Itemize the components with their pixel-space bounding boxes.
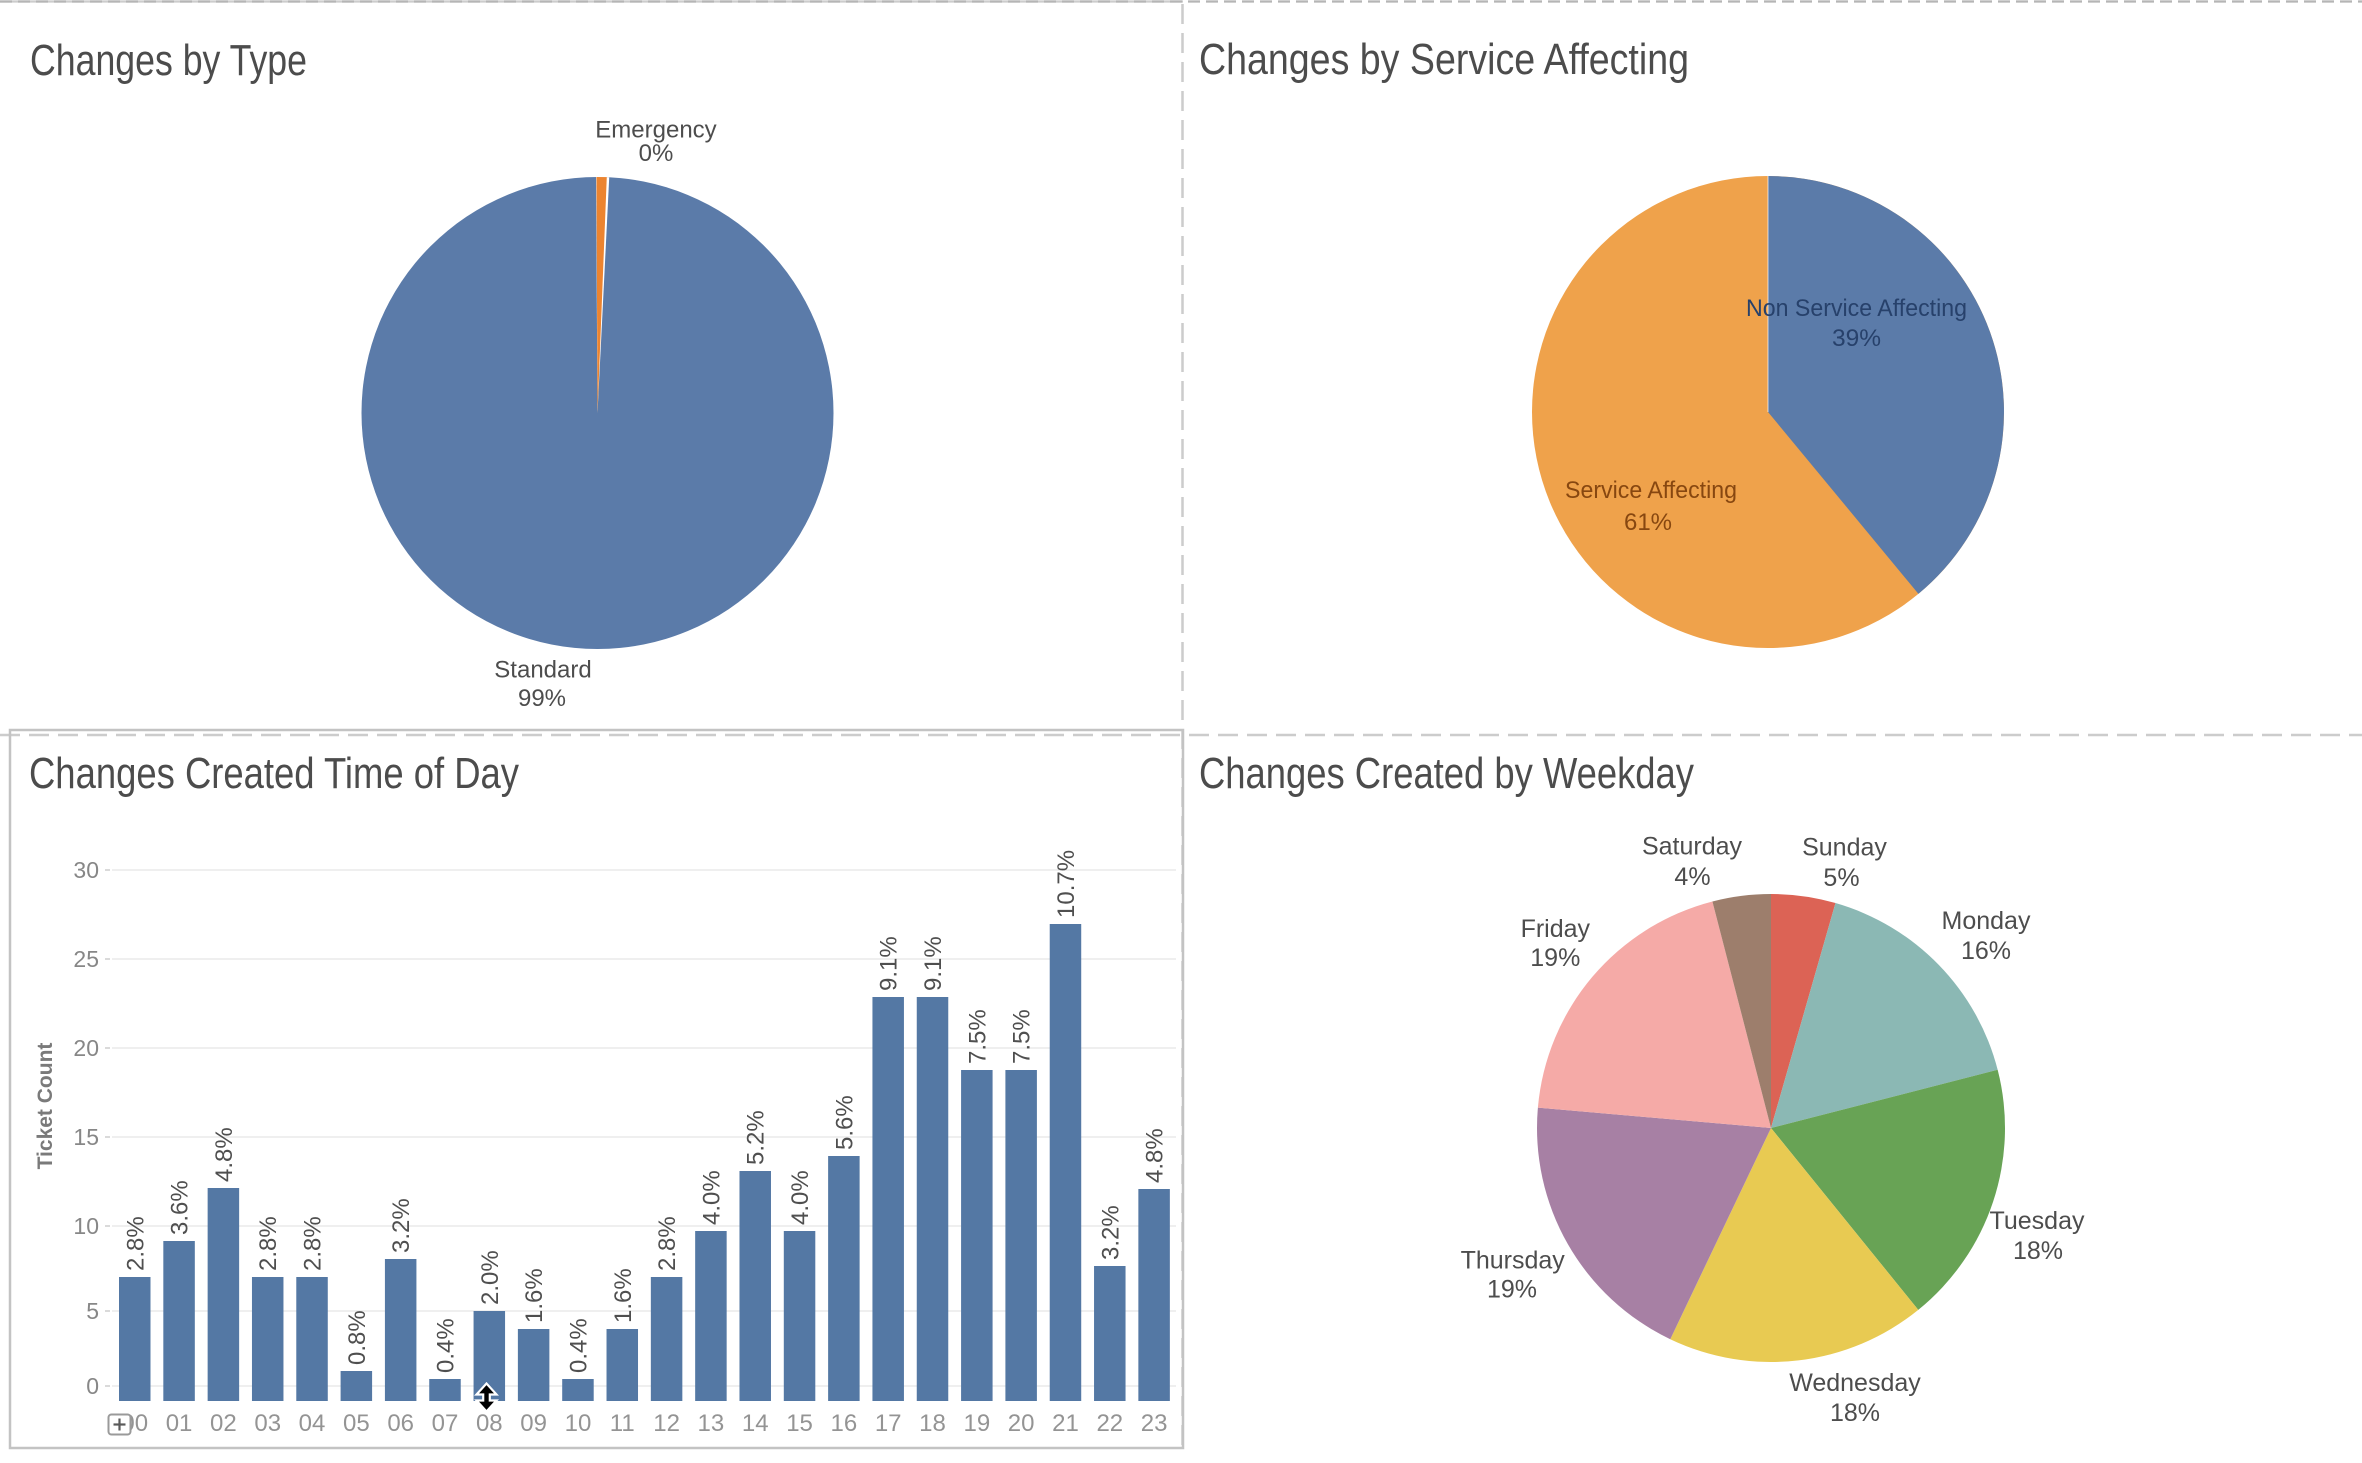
svg-text:21: 21 [1052, 1410, 1079, 1437]
svg-text:15: 15 [73, 1124, 99, 1150]
svg-text:0.4%: 0.4% [565, 1318, 592, 1373]
svg-text:10: 10 [73, 1213, 99, 1239]
svg-text:0.8%: 0.8% [344, 1310, 371, 1365]
svg-text:7.5%: 7.5% [964, 1009, 991, 1064]
svg-text:9.1%: 9.1% [920, 936, 947, 991]
svg-text:4%: 4% [1674, 863, 1710, 891]
svg-text:0.4%: 0.4% [432, 1318, 459, 1373]
svg-text:2.0%: 2.0% [477, 1250, 504, 1305]
svg-text:02: 02 [210, 1410, 237, 1437]
svg-text:4.8%: 4.8% [211, 1127, 238, 1182]
svg-text:Changes by Service Affecting: Changes by Service Affecting [1199, 35, 1689, 84]
svg-text:19: 19 [963, 1410, 990, 1437]
svg-text:4.0%: 4.0% [787, 1170, 814, 1225]
svg-text:16%: 16% [1961, 937, 2011, 965]
svg-text:09: 09 [520, 1410, 547, 1437]
svg-text:Standard: Standard [494, 657, 591, 684]
svg-text:18: 18 [919, 1410, 946, 1437]
svg-text:1.6%: 1.6% [521, 1268, 548, 1323]
svg-text:0%: 0% [639, 140, 674, 167]
svg-text:39%: 39% [1832, 325, 1881, 352]
svg-text:2.8%: 2.8% [122, 1216, 149, 1271]
svg-text:18%: 18% [2013, 1237, 2063, 1265]
svg-text:10: 10 [565, 1410, 592, 1437]
svg-text:19%: 19% [1530, 944, 1580, 972]
svg-text:Emergency: Emergency [595, 117, 716, 144]
svg-text:4.8%: 4.8% [1142, 1128, 1169, 1183]
svg-text:61%: 61% [1624, 509, 1672, 536]
svg-text:5%: 5% [1823, 864, 1859, 892]
svg-text:15: 15 [786, 1410, 813, 1437]
svg-text:22: 22 [1096, 1410, 1123, 1437]
svg-text:4.0%: 4.0% [698, 1170, 725, 1225]
svg-text:23: 23 [1141, 1410, 1168, 1437]
svg-text:16: 16 [831, 1410, 858, 1437]
svg-text:18%: 18% [1830, 1399, 1880, 1427]
svg-text:07: 07 [432, 1410, 459, 1437]
svg-text:14: 14 [742, 1410, 769, 1437]
svg-text:03: 03 [254, 1410, 281, 1437]
svg-text:01: 01 [166, 1410, 193, 1437]
svg-text:Service Affecting: Service Affecting [1565, 477, 1737, 504]
svg-text:Changes Created Time of Day: Changes Created Time of Day [29, 749, 519, 798]
svg-text:5: 5 [86, 1298, 99, 1324]
svg-text:Ticket Count: Ticket Count [34, 1043, 57, 1170]
svg-text:0: 0 [86, 1373, 99, 1399]
svg-text:10.7%: 10.7% [1053, 850, 1080, 918]
svg-text:5.6%: 5.6% [831, 1095, 858, 1150]
svg-text:Sunday: Sunday [1802, 834, 1887, 862]
svg-text:12: 12 [653, 1410, 680, 1437]
svg-text:Monday: Monday [1942, 907, 2031, 935]
svg-text:11: 11 [610, 1410, 635, 1437]
svg-text:Saturday: Saturday [1642, 833, 1743, 861]
svg-text:Tuesday: Tuesday [1990, 1207, 2085, 1235]
svg-text:04: 04 [299, 1410, 326, 1437]
svg-text:3.2%: 3.2% [388, 1198, 415, 1253]
svg-text:5.2%: 5.2% [743, 1110, 770, 1165]
svg-text:19%: 19% [1487, 1276, 1537, 1304]
svg-text:1.6%: 1.6% [610, 1268, 637, 1323]
svg-text:20: 20 [73, 1035, 99, 1061]
svg-text:17: 17 [875, 1410, 902, 1437]
svg-text:Changes by Type: Changes by Type [30, 36, 307, 85]
svg-text:25: 25 [73, 946, 99, 972]
svg-text:3.6%: 3.6% [167, 1180, 194, 1235]
svg-text:7.5%: 7.5% [1009, 1009, 1036, 1064]
svg-text:08: 08 [476, 1410, 503, 1437]
svg-text:2.8%: 2.8% [255, 1216, 282, 1271]
svg-text:20: 20 [1008, 1410, 1035, 1437]
svg-text:Wednesday: Wednesday [1789, 1369, 1921, 1397]
svg-text:06: 06 [387, 1410, 414, 1437]
svg-text:2.8%: 2.8% [654, 1216, 681, 1271]
svg-text:2.8%: 2.8% [300, 1216, 327, 1271]
svg-text:Thursday: Thursday [1461, 1247, 1566, 1275]
svg-text:Friday: Friday [1521, 915, 1591, 943]
svg-text:Changes Created by Weekday: Changes Created by Weekday [1199, 749, 1694, 798]
svg-text:Non Service Affecting: Non Service Affecting [1746, 295, 1967, 322]
svg-text:3.2%: 3.2% [1097, 1205, 1124, 1260]
svg-text:99%: 99% [518, 685, 566, 712]
svg-text:30: 30 [73, 857, 99, 883]
svg-text:05: 05 [343, 1410, 370, 1437]
svg-text:13: 13 [698, 1410, 725, 1437]
svg-text:9.1%: 9.1% [876, 936, 903, 991]
